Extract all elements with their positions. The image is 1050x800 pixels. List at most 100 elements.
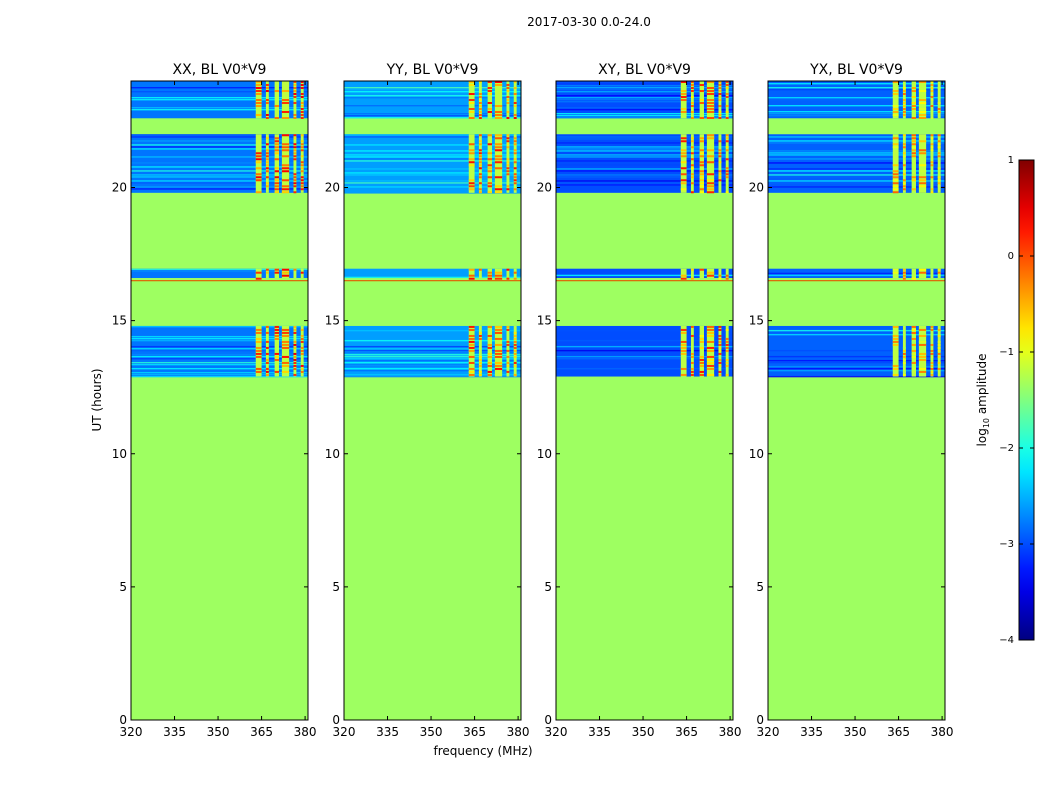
heatmap-streak <box>768 83 945 85</box>
rfi-cell <box>255 349 262 352</box>
rfi-cell <box>478 108 482 110</box>
rfi-cell <box>902 271 906 274</box>
rfi-band <box>690 81 694 119</box>
rfi-cell <box>725 146 729 149</box>
rfi-cell <box>911 179 916 182</box>
rfi-cell <box>478 361 482 364</box>
rfi-cell <box>478 364 482 367</box>
rfi-cell <box>506 102 510 104</box>
rfi-cell <box>274 146 279 149</box>
rfi-cell <box>892 343 899 346</box>
heatmap-streak <box>344 355 521 358</box>
rfi-band <box>281 134 290 193</box>
panel-title: XY, BL V0*V9 <box>598 62 691 78</box>
rfi-cell <box>274 271 279 274</box>
rfi-cell <box>930 90 934 92</box>
heatmap-streak <box>768 333 945 336</box>
rfi-band <box>718 134 722 193</box>
heatmap-streak <box>556 164 733 166</box>
rfi-cell <box>281 274 290 277</box>
rfi-cell <box>255 90 262 92</box>
rfi-cell <box>281 143 290 146</box>
rfi-cell <box>255 167 262 170</box>
rfi-cell <box>725 274 729 277</box>
rfi-cell <box>706 331 715 334</box>
heatmap-streak <box>768 180 945 182</box>
rfi-cell <box>902 349 906 352</box>
rfi-cell <box>718 84 722 86</box>
rfi-cell <box>506 361 510 364</box>
rfi-cell <box>494 143 503 146</box>
heatmap-streak <box>131 99 308 101</box>
rfi-cell <box>718 361 722 364</box>
rfi-cell <box>718 99 722 101</box>
heatmap-streak <box>556 357 733 360</box>
heatmap-streak <box>131 140 308 142</box>
rfi-cell <box>468 164 475 167</box>
rfi-cell <box>494 158 503 161</box>
rfi-cell <box>911 108 916 110</box>
rfi-cell <box>513 331 517 334</box>
rfi-cell <box>718 337 722 340</box>
rfi-cell <box>274 158 279 161</box>
rfi-cell <box>706 179 715 182</box>
heatmap-streak <box>556 339 733 342</box>
rfi-cell <box>281 268 290 271</box>
rfi-cell <box>706 274 715 277</box>
rfi-cell <box>281 164 290 167</box>
rfi-cell <box>494 105 503 107</box>
rfi-cell <box>699 185 704 188</box>
rfi-cell <box>274 117 279 119</box>
rfi-cell <box>513 361 517 364</box>
rfi-band <box>911 81 916 119</box>
rfi-cell <box>300 155 304 158</box>
rfi-cell <box>300 346 304 349</box>
rfi-cell <box>706 373 715 376</box>
rfi-cell <box>918 271 927 274</box>
heatmap-streak <box>344 367 521 370</box>
rfi-band <box>274 325 279 377</box>
colorbar-label: log10 amplitude <box>975 354 991 447</box>
rfi-cell <box>487 370 492 373</box>
rfi-cell <box>918 185 927 188</box>
heatmap-streak <box>556 138 733 140</box>
rfi-cell <box>468 108 475 110</box>
x-tick-label: 320 <box>545 725 568 739</box>
rfi-cell <box>506 111 510 113</box>
rfi-cell <box>930 355 934 358</box>
rfi-cell <box>690 152 694 155</box>
rfi-cell <box>718 334 722 337</box>
rfi-cell <box>468 117 475 119</box>
rfi-cell <box>892 114 899 116</box>
heatmap-block <box>556 81 733 119</box>
heatmap-streak <box>556 160 733 162</box>
rfi-cell <box>725 158 729 161</box>
rfi-cell <box>487 152 492 155</box>
heatmap-streak <box>556 142 733 144</box>
rfi-cell <box>725 277 729 280</box>
heatmap-streak <box>131 87 308 89</box>
rfi-cell <box>494 167 503 170</box>
heatmap-block-base <box>131 268 308 279</box>
heatmap-streak <box>344 158 521 160</box>
rfi-cell <box>725 343 729 346</box>
rfi-band <box>494 81 503 119</box>
rfi-cell <box>725 111 729 113</box>
x-tick-label: 335 <box>376 725 399 739</box>
rfi-cell <box>918 343 927 346</box>
rfi-cell <box>892 108 899 110</box>
rfi-cell <box>255 355 262 358</box>
rfi-cell <box>478 373 482 376</box>
rfi-cell <box>725 134 729 137</box>
rfi-cell <box>494 361 503 364</box>
rfi-cell <box>293 114 297 116</box>
rfi-cell <box>255 173 262 176</box>
rfi-cell <box>255 99 262 101</box>
rfi-cell <box>918 274 927 277</box>
heatmap-streak <box>131 347 308 350</box>
heatmap-streak <box>556 176 733 178</box>
heatmap-streak <box>344 375 521 378</box>
rfi-cell <box>513 182 517 185</box>
heatmap-streak <box>556 136 733 138</box>
rfi-cell <box>300 370 304 373</box>
